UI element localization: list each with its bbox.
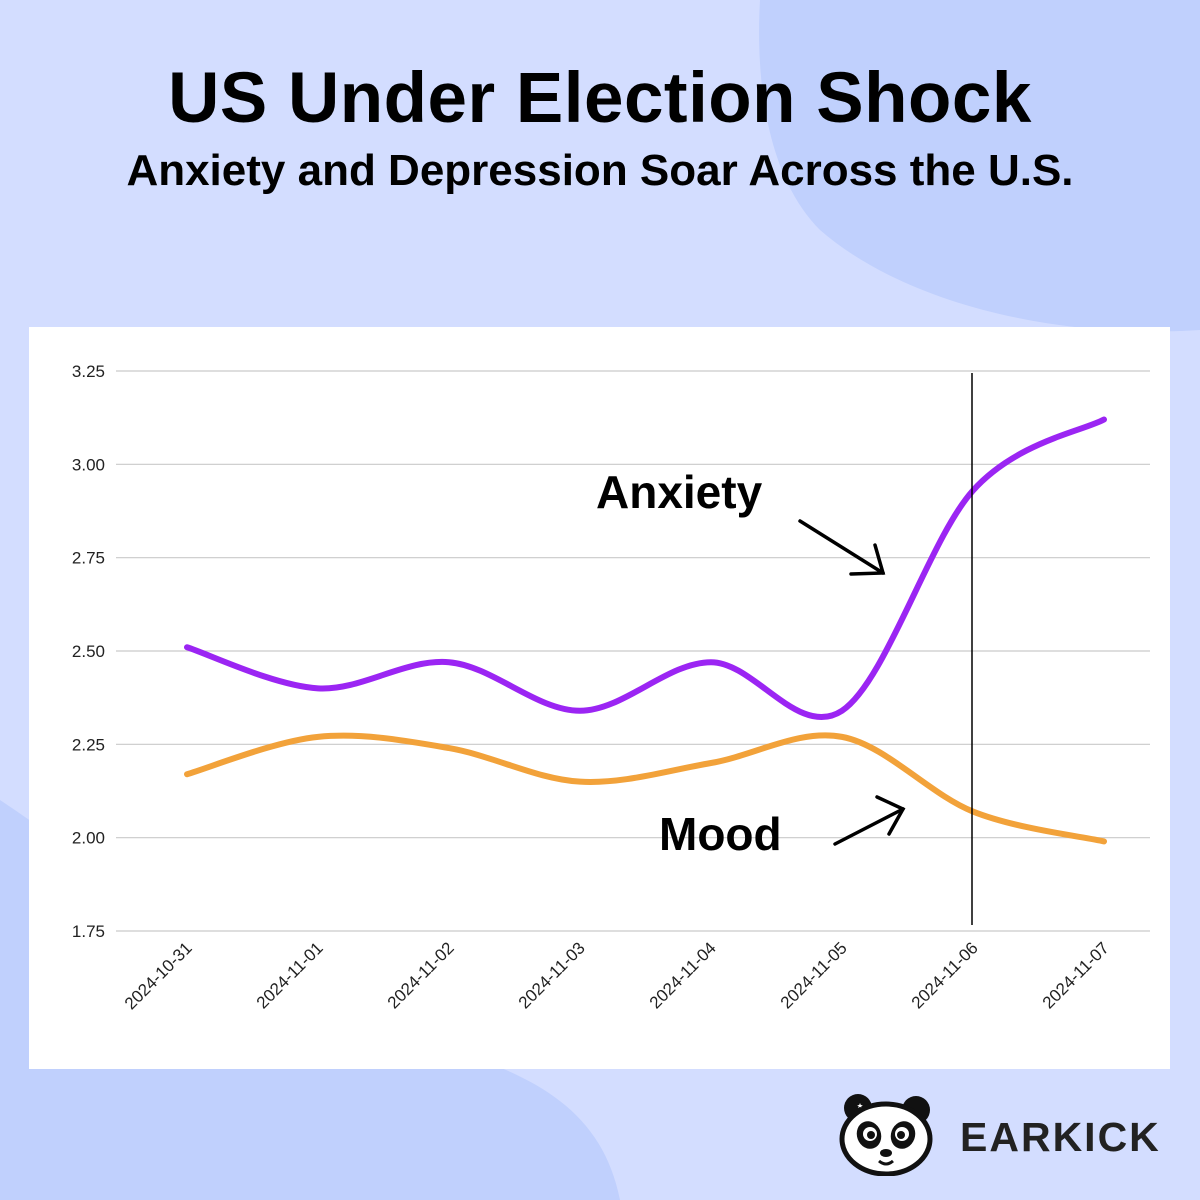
x-tick-label: 2024-11-01 — [253, 938, 327, 1012]
gridlines — [116, 370, 1150, 932]
chart-panel: 1.75 2.00 2.25 2.50 2.75 3.00 3.25 2024-10-31 2… — [29, 327, 1170, 1069]
x-tick-label: 2024-11-06 — [908, 938, 982, 1012]
y-tick-label: 3.25 — [72, 362, 105, 381]
page-subtitle: Anxiety and Depression Soar Across the U… — [126, 146, 1074, 195]
y-axis-ticks: 1.75 2.00 2.25 2.50 2.75 3.00 3.25 — [72, 362, 105, 941]
x-tick-label: 2024-11-02 — [384, 938, 458, 1012]
anxiety-series-line — [184, 416, 1107, 721]
background-blob-right — [759, 0, 1200, 332]
brand-logo: EARKICK — [836, 1092, 1176, 1176]
panda-icon — [839, 1094, 933, 1176]
line-chart: 1.752.002.252.502.753.003.25 2024-10-31 2… — [72, 362, 1150, 1013]
y-tick-label: 1.75 — [72, 922, 105, 941]
x-tick-label: 2024-10-31 — [121, 938, 196, 1013]
anxiety-annotation: Anxiety — [596, 466, 763, 518]
y-tick-label: 2.00 — [72, 829, 105, 848]
y-tick-label: 3.00 — [72, 455, 105, 474]
series-lines — [184, 416, 1107, 845]
mood-arrow — [833, 795, 906, 846]
x-tick-label: 2024-11-07 — [1039, 938, 1113, 1012]
mood-series-line — [184, 732, 1107, 845]
mood-annotation: Mood — [659, 808, 782, 860]
y-tick-label: 2.75 — [72, 549, 105, 568]
page-title: US Under Election Shock — [168, 59, 1032, 138]
x-axis-ticks: 2024-10-31 2024-11-01 2024-11-02 2024-11-03… — [121, 938, 1113, 1013]
x-tick-label: 2024-11-05 — [777, 938, 851, 1012]
x-tick-label: 2024-11-03 — [515, 938, 589, 1012]
y-tick-label: 2.50 — [72, 642, 105, 661]
brand-name: EARKICK — [960, 1114, 1161, 1160]
anxiety-arrow — [798, 519, 886, 576]
y-tick-label: 2.25 — [72, 735, 105, 754]
x-tick-label: 2024-11-04 — [646, 938, 720, 1012]
